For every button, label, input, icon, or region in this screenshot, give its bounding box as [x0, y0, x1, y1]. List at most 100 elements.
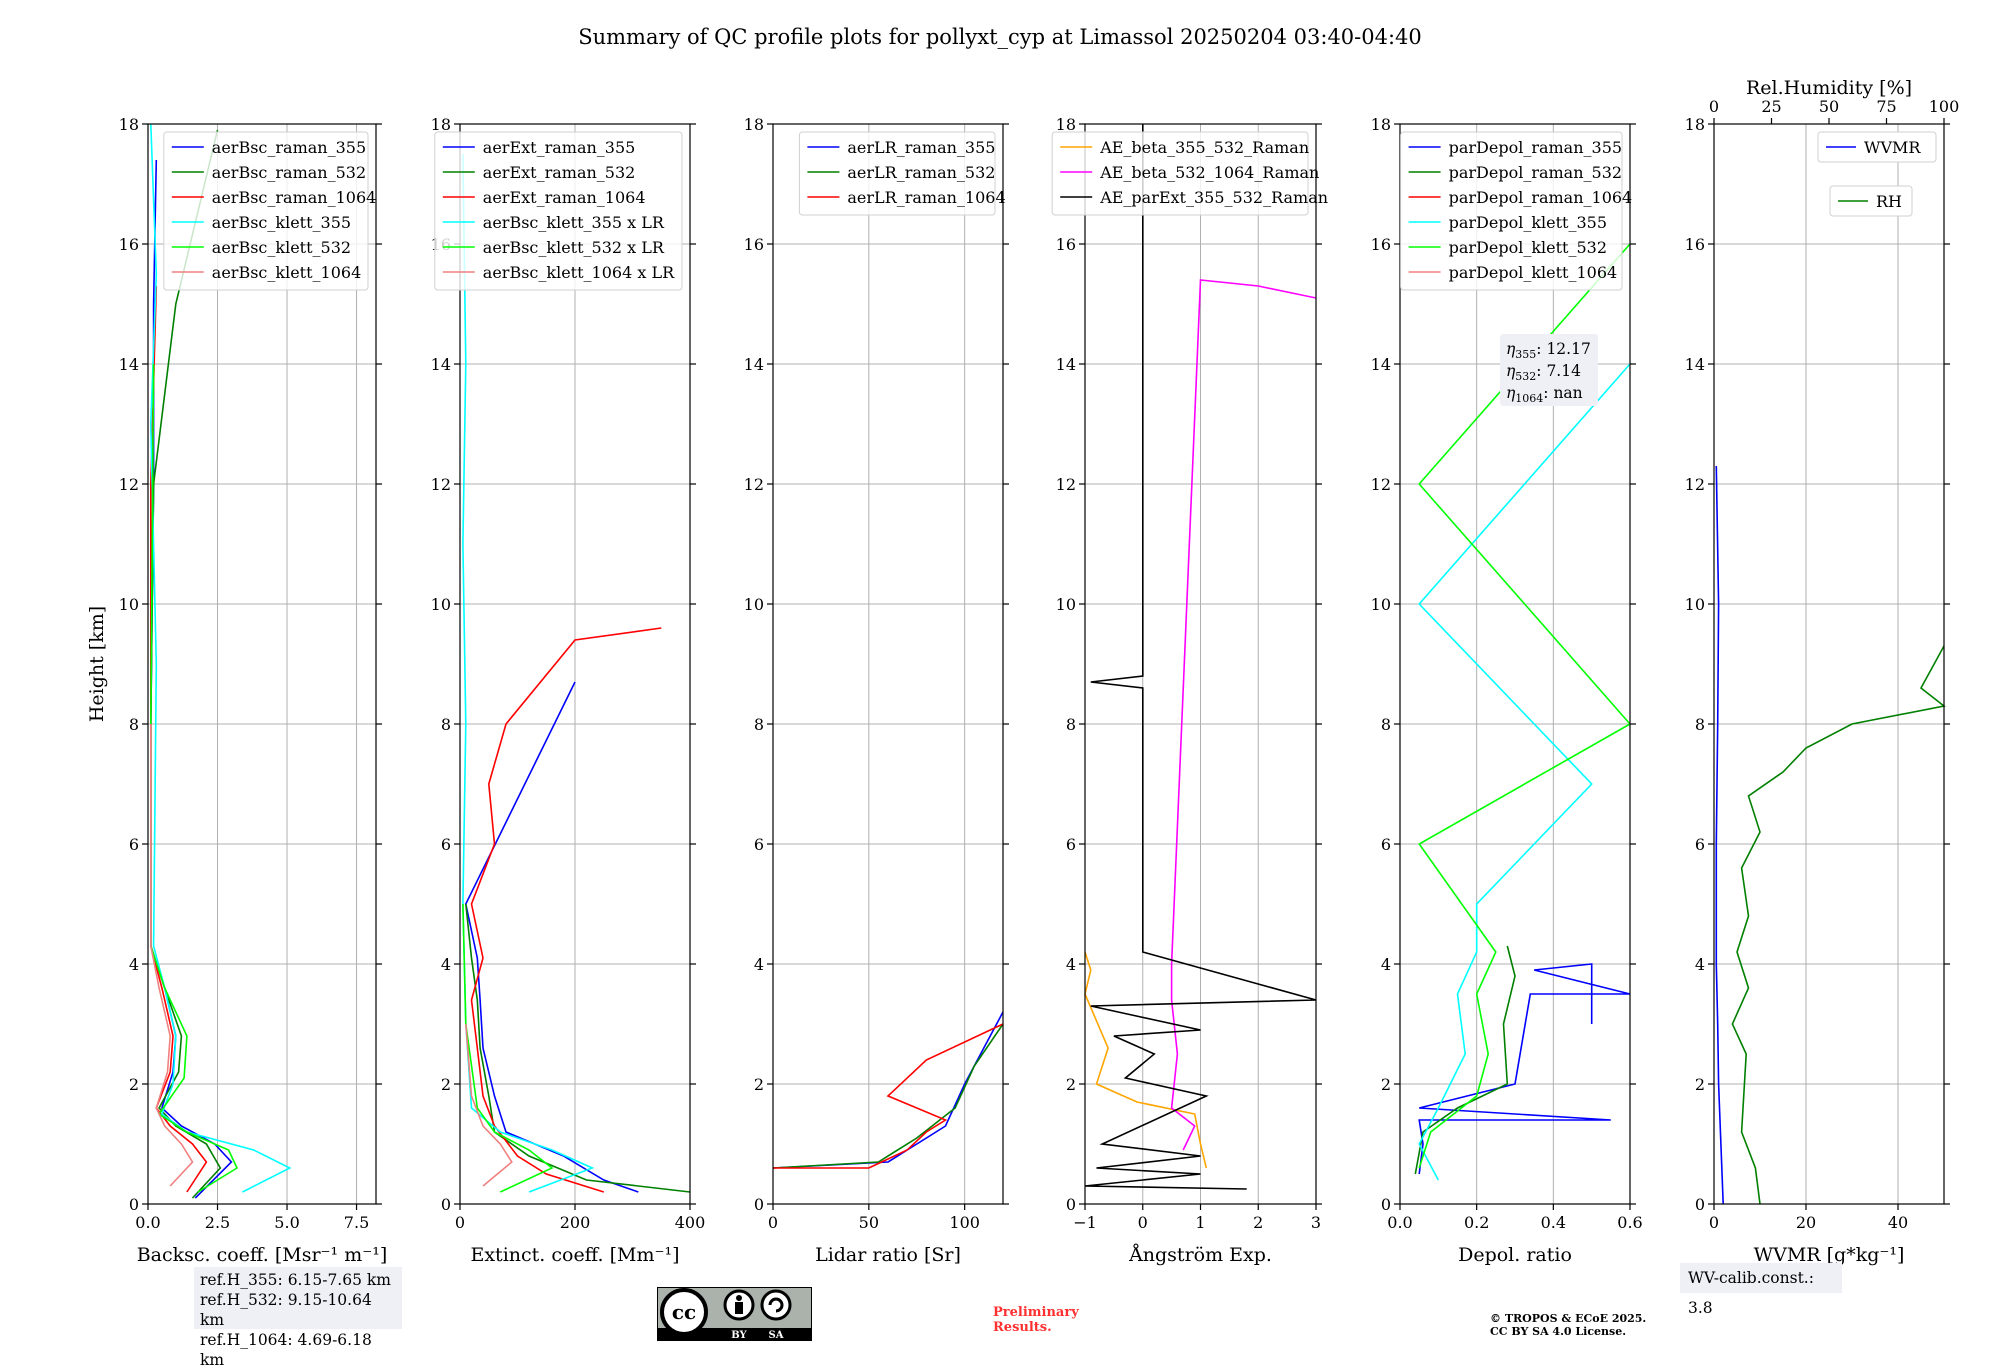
- legend-box: [1817, 131, 1937, 163]
- series-line-ae-beta-355-532-raman: [1084, 951, 1208, 1169]
- copyright-line-1: © TROPOS & ECoE 2025.: [1490, 1312, 1647, 1325]
- copyright-note: © TROPOS & ECoE 2025. CC BY SA 4.0 Licen…: [1490, 1312, 1646, 1338]
- legend-label: aerExt_raman_532: [483, 163, 636, 182]
- x-tick-label: −1: [1073, 1213, 1097, 1232]
- axes-frame: [772, 123, 1004, 1205]
- y-tick-label: 18: [431, 115, 451, 134]
- y-tick-label: 4: [1695, 955, 1705, 974]
- preliminary-line-1: Preliminary: [993, 1305, 1079, 1320]
- y-tick-label: 10: [1371, 595, 1391, 614]
- x-axis-label: Lidar ratio [Sr]: [815, 1244, 961, 1266]
- y-tick-label: 2: [441, 1075, 451, 1094]
- axes-frame: [1399, 123, 1631, 1205]
- y-tick-label: 2: [754, 1075, 764, 1094]
- legend-label: aerLR_raman_1064: [847, 188, 1005, 207]
- x-tick-label: 0.4: [1541, 1213, 1566, 1232]
- axes-frame: [147, 123, 377, 1205]
- legend-box: [798, 131, 996, 216]
- y-tick-label: 12: [1056, 475, 1076, 494]
- y-tick-label: 18: [1685, 115, 1705, 134]
- y-tick-label: 16: [1371, 235, 1391, 254]
- x-axis-label: Depol. ratio: [1458, 1244, 1572, 1266]
- y-tick-label: 6: [1381, 835, 1391, 854]
- legend-label: aerBsc_raman_532: [212, 163, 366, 182]
- series-line-wvmr: [1715, 465, 1724, 1205]
- legend-label: parDepol_raman_532: [1449, 163, 1622, 182]
- legend-label: aerExt_raman_355: [483, 138, 636, 157]
- y-tick-label: 12: [1685, 475, 1705, 494]
- y-tick-label: 2: [1066, 1075, 1076, 1094]
- x-tick-label: 5.0: [274, 1213, 299, 1232]
- y-tick-label: 8: [1695, 715, 1705, 734]
- series-line-aerbsc-klett-1064: [150, 724, 194, 1187]
- series-line-aerext-raman-532: [465, 903, 691, 1193]
- cc-by-sa-icon: cc BY SA: [656, 1286, 813, 1342]
- y-tick-label: 8: [441, 715, 451, 734]
- y-tick-label: 6: [441, 835, 451, 854]
- x-tick-label: 2: [1253, 1213, 1263, 1232]
- legend-box: [163, 131, 369, 291]
- legend-label: parDepol_raman_355: [1449, 138, 1622, 157]
- y-tick-label: 14: [1371, 355, 1391, 374]
- y-tick-label: 8: [754, 715, 764, 734]
- copyright-line-2: CC BY SA 4.0 License.: [1490, 1325, 1627, 1338]
- x-tick-label: 0: [1709, 1213, 1719, 1232]
- x-tick-label: 40: [1888, 1213, 1908, 1232]
- y-tick-label: 14: [1056, 355, 1076, 374]
- y-tick-label: 16: [119, 235, 139, 254]
- x-tick-label: 50: [859, 1213, 879, 1232]
- legend-label: aerBsc_klett_1064: [212, 263, 361, 282]
- x-axis-label: Backsc. coeff. [Msr⁻¹ m⁻¹]: [137, 1244, 388, 1266]
- y-tick-label: 10: [431, 595, 451, 614]
- series-line-pardepol-raman-532: [1414, 945, 1516, 1175]
- eta-annotation-line: η355: 12.17: [1506, 340, 1591, 361]
- y-tick-label: 0: [754, 1195, 764, 1214]
- series-line-pardepol-klett-355: [1418, 363, 1631, 1181]
- series-line-pardepol-raman-355: [1418, 963, 1631, 1175]
- y-tick-label: 6: [1066, 835, 1076, 854]
- y-tick-label: 12: [119, 475, 139, 494]
- y-tick-label: 0: [1066, 1195, 1076, 1214]
- y-tick-label: 16: [1685, 235, 1705, 254]
- x-axis-label: WVMR [g*kg⁻¹]: [1754, 1244, 1905, 1266]
- y-tick-label: 2: [1381, 1075, 1391, 1094]
- x-tick-label: 100: [949, 1213, 980, 1232]
- x-tick-label: 0.0: [135, 1213, 160, 1232]
- y-tick-label: 10: [1685, 595, 1705, 614]
- x-tick-label: 200: [560, 1213, 591, 1232]
- y-tick-label: 6: [754, 835, 764, 854]
- y-tick-label: 8: [129, 715, 139, 734]
- secondary-x-axis-label: Rel.Humidity [%]: [1746, 77, 1912, 99]
- x-tick-label: 400: [675, 1213, 706, 1232]
- y-tick-label: 10: [744, 595, 764, 614]
- legend-box: [1829, 185, 1913, 217]
- y-tick-label: 12: [744, 475, 764, 494]
- y-tick-label: 6: [1695, 835, 1705, 854]
- y-tick-label: 8: [1066, 715, 1076, 734]
- y-tick-label: 8: [1381, 715, 1391, 734]
- y-tick-label: 4: [754, 955, 764, 974]
- series-line-aerbsc-klett-532-x-lr: [462, 903, 554, 1193]
- y-tick-label: 18: [119, 115, 139, 134]
- legend-label: parDepol_klett_355: [1449, 213, 1607, 232]
- legend-label: AE_beta_532_1064_Raman: [1099, 163, 1319, 182]
- x-tick-label: 0.0: [1387, 1213, 1412, 1232]
- legend-label: parDepol_klett_1064: [1449, 263, 1618, 282]
- legend-box: [434, 131, 683, 291]
- y-tick-label: 4: [129, 955, 139, 974]
- ref-height-532: ref.H_532: 9.15-10.64 km: [200, 1291, 372, 1329]
- wv-calibration-box: WV-calib.const.: 3.8: [1680, 1263, 1842, 1317]
- legend-label: aerBsc_raman_355: [212, 138, 366, 157]
- x-tick-label-top: 100: [1929, 97, 1960, 116]
- cc-badge-text: cc: [672, 1300, 696, 1324]
- x-axis-label: Extinct. coeff. [Mm⁻¹]: [470, 1244, 679, 1266]
- ref-height-1064: ref.H_1064: 4.69-6.18 km: [200, 1331, 372, 1369]
- legend-label: aerBsc_klett_1064 x LR: [483, 263, 675, 282]
- x-tick-label-top: 50: [1819, 97, 1839, 116]
- series-line-aerlr-raman-355: [772, 1011, 1004, 1169]
- y-tick-label: 0: [1381, 1195, 1391, 1214]
- series-line-ae-parext-355-532-raman: [1084, 124, 1317, 1190]
- y-tick-label: 10: [1056, 595, 1076, 614]
- eta-annotation-line: η1064: nan: [1506, 384, 1583, 405]
- x-tick-label: 0: [455, 1213, 465, 1232]
